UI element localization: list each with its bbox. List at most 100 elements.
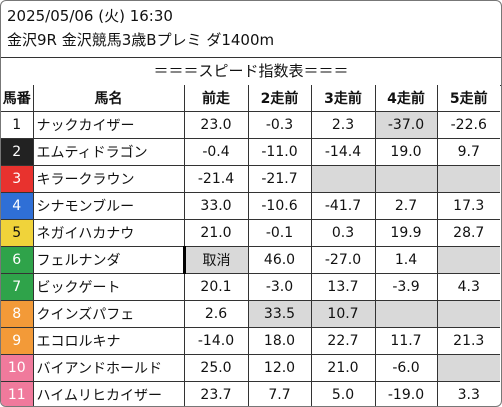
speed-index-cell: -19.0	[374, 381, 438, 406]
speed-index-cell: -21.4	[183, 165, 249, 193]
horse-name: シナモンブルー	[32, 192, 185, 220]
speed-index-cell: -22.6	[436, 111, 500, 139]
speed-index-cell: 18.0	[247, 327, 312, 355]
speed-index-cell: -0.1	[247, 219, 312, 247]
table-title: ＝＝＝スピード指数表＝＝＝	[1, 57, 501, 86]
speed-index-cell: 11.7	[374, 327, 438, 355]
race-info: 金沢9R 金沢競馬3歳Bプレミ ダ1400m	[7, 31, 275, 49]
speed-index-cell: -0.3	[247, 111, 312, 139]
speed-index-cell: 1.4	[374, 246, 438, 274]
horse-name: ビックゲート	[32, 273, 185, 301]
horse-name: フェルナンダ	[32, 246, 185, 274]
horse-name: バイアンドホールド	[32, 354, 185, 382]
speed-index-cell	[374, 165, 438, 193]
speed-index-cell: 4.3	[436, 273, 500, 301]
col-header-name: 馬名	[32, 85, 185, 112]
speed-index-cell	[436, 354, 500, 382]
horse-number: 11	[1, 381, 34, 406]
horse-number: 6	[1, 246, 34, 274]
speed-index-cell: -3.0	[247, 273, 312, 301]
speed-index-cell: -14.4	[310, 138, 376, 166]
speed-index-cell: 2.3	[310, 111, 376, 139]
speed-index-cell: 33.5	[247, 300, 312, 328]
speed-index-cell: 13.7	[310, 273, 376, 301]
speed-index-cell	[436, 246, 500, 274]
speed-index-cell: -21.7	[247, 165, 312, 193]
horse-name: エコロルキナ	[32, 327, 185, 355]
horse-number: 8	[1, 300, 34, 328]
horse-name: ナックカイザー	[32, 111, 185, 139]
table-row: 3 キラークラウン -21.4 -21.7	[1, 165, 500, 193]
speed-index-cell: -11.0	[247, 138, 312, 166]
table-row: 4 シナモンブルー 33.0 -10.6 -41.7 2.7 17.3	[1, 192, 500, 220]
horse-name: ネガイハカナウ	[32, 219, 185, 247]
horse-number: 5	[1, 219, 34, 247]
table-row: 5 ネガイハカナウ 21.0 -0.1 0.3 19.9 28.7	[1, 219, 500, 247]
speed-index-cell: 23.7	[183, 381, 249, 406]
col-header-prev4: 4走前	[374, 85, 438, 112]
col-header-prev3: 3走前	[310, 85, 376, 112]
horse-number: 4	[1, 192, 34, 220]
speed-index-cell: 3.3	[436, 381, 500, 406]
horse-name: エムティドラゴン	[32, 138, 185, 166]
col-header-number: 馬番	[1, 85, 34, 112]
table-row: 6 フェルナンダ 取消 46.0 -27.0 1.4	[1, 246, 500, 274]
horse-number: 1	[1, 111, 34, 139]
horse-number: 7	[1, 273, 34, 301]
table-row: 11 ハイムリヒカイザー 23.7 7.7 5.0 -19.0 3.3	[1, 381, 500, 406]
speed-index-cell: -10.6	[247, 192, 312, 220]
speed-index-cell: 22.7	[310, 327, 376, 355]
speed-index-cell: -6.0	[374, 354, 438, 382]
speed-index-cell: 19.0	[374, 138, 438, 166]
speed-index-cell: 33.0	[183, 192, 249, 220]
speed-index-cell	[310, 165, 376, 193]
table-row: 1 ナックカイザー 23.0 -0.3 2.3 -37.0 -22.6	[1, 111, 500, 139]
horse-number: 10	[1, 354, 34, 382]
speed-index-cell	[436, 300, 500, 328]
speed-index-cell: 28.7	[436, 219, 500, 247]
speed-index-cell: 取消	[182, 246, 249, 274]
horse-name: キラークラウン	[32, 165, 185, 193]
race-datetime: 2025/05/06 (火) 16:30	[7, 7, 173, 25]
speed-index-cell: 21.0	[183, 219, 249, 247]
speed-index-cell: 21.3	[436, 327, 500, 355]
speed-index-cell: -41.7	[310, 192, 376, 220]
table-row: 7 ビックゲート 20.1 -3.0 13.7 -3.9 4.3	[1, 273, 500, 301]
speed-index-cell: 5.0	[310, 381, 376, 406]
speed-index-cell: 2.7	[374, 192, 438, 220]
table-row: 2 エムティドラゴン -0.4 -11.0 -14.4 19.0 9.7	[1, 138, 500, 166]
speed-index-cell: 23.0	[183, 111, 249, 139]
speed-index-cell: 10.7	[310, 300, 376, 328]
horse-number: 9	[1, 327, 34, 355]
speed-index-table: 馬番 馬名 前走 2走前 3走前 4走前 5走前 1 ナックカイザー 23.0 -0.…	[1, 85, 500, 406]
col-header-prev5: 5走前	[436, 85, 500, 112]
speed-index-cell	[436, 165, 500, 193]
speed-index-cell: 12.0	[247, 354, 312, 382]
speed-index-cell: 21.0	[310, 354, 376, 382]
speed-index-cell: -3.9	[374, 273, 438, 301]
col-header-prev1: 前走	[183, 85, 249, 112]
speed-index-cell: 25.0	[183, 354, 249, 382]
speed-index-cell: -37.0	[374, 111, 438, 139]
horse-number: 2	[1, 138, 34, 166]
horse-name: ハイムリヒカイザー	[32, 381, 185, 406]
speed-index-cell: 7.7	[247, 381, 312, 406]
speed-index-cell: 2.6	[183, 300, 249, 328]
speed-index-cell: 46.0	[247, 246, 312, 274]
speed-index-cell: 0.3	[310, 219, 376, 247]
speed-index-cell: -14.0	[183, 327, 249, 355]
speed-index-cell: 17.3	[436, 192, 500, 220]
table-row: 8 クインズパフェ 2.6 33.5 10.7	[1, 300, 500, 328]
speed-index-cell	[374, 300, 438, 328]
speed-index-cell: 19.9	[374, 219, 438, 247]
speed-index-cell: 20.1	[183, 273, 249, 301]
table-row: 9 エコロルキナ -14.0 18.0 22.7 11.7 21.3	[1, 327, 500, 355]
horse-name: クインズパフェ	[32, 300, 185, 328]
header-row: 馬番 馬名 前走 2走前 3走前 4走前 5走前	[1, 85, 500, 112]
col-header-prev2: 2走前	[247, 85, 312, 112]
horse-number: 3	[1, 165, 34, 193]
speed-index-cell: -0.4	[183, 138, 249, 166]
speed-index-cell: -27.0	[310, 246, 376, 274]
speed-index-cell: 9.7	[436, 138, 500, 166]
